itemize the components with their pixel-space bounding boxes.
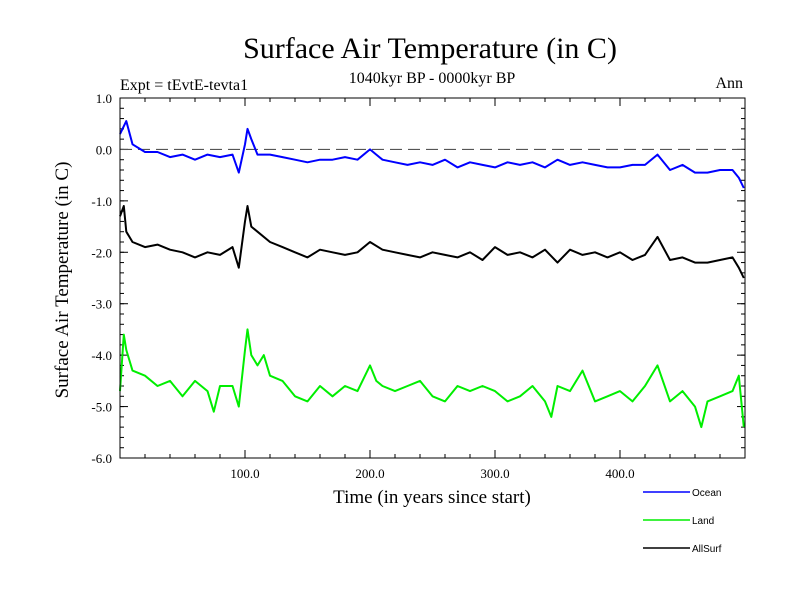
y-tick-label: -2.0 [91, 245, 112, 260]
y-tick-label: -6.0 [91, 451, 112, 466]
x-axis-label: Time (in years since start) [333, 487, 531, 508]
legend-label-ocean: Ocean [692, 488, 721, 499]
x-tick-label: 100.0 [230, 466, 259, 481]
y-tick-label: -3.0 [91, 297, 112, 312]
experiment-label: Expt = tEvtE-tevta1 [120, 77, 248, 94]
y-tick-label: -5.0 [91, 400, 112, 415]
season-label: Ann [715, 75, 743, 92]
series-line-land [119, 328, 745, 429]
chart-subtitle: 1040kyr BP - 0000kyr BP [349, 70, 516, 87]
y-tick-label: -4.0 [91, 348, 112, 363]
plot-frame [119, 97, 746, 459]
x-tick-label: 400.0 [605, 466, 634, 481]
x-tick-label: 200.0 [355, 466, 384, 481]
legend-label-land: Land [692, 516, 714, 527]
series-line-allsurf [119, 205, 745, 279]
y-tick-label: 1.0 [96, 91, 112, 106]
chart-title: Surface Air Temperature (in C) [243, 32, 617, 65]
series-line-ocean [119, 120, 745, 189]
axis-ticks: 1.0 0.0 -1.0 -2.0 -3.0 -4.0 -5.0 -6.0 100.0 200.0… [91, 91, 745, 481]
legend-label-allsurf: AllSurf [692, 544, 722, 555]
y-tick-label: 0.0 [96, 142, 112, 157]
x-tick-label: 300.0 [480, 466, 509, 481]
y-axis-label: Surface Air Temperature (in C) [52, 162, 73, 399]
plot-series [119, 120, 745, 429]
legend: Ocean Land AllSurf [643, 488, 722, 555]
y-tick-label: -1.0 [91, 194, 112, 209]
